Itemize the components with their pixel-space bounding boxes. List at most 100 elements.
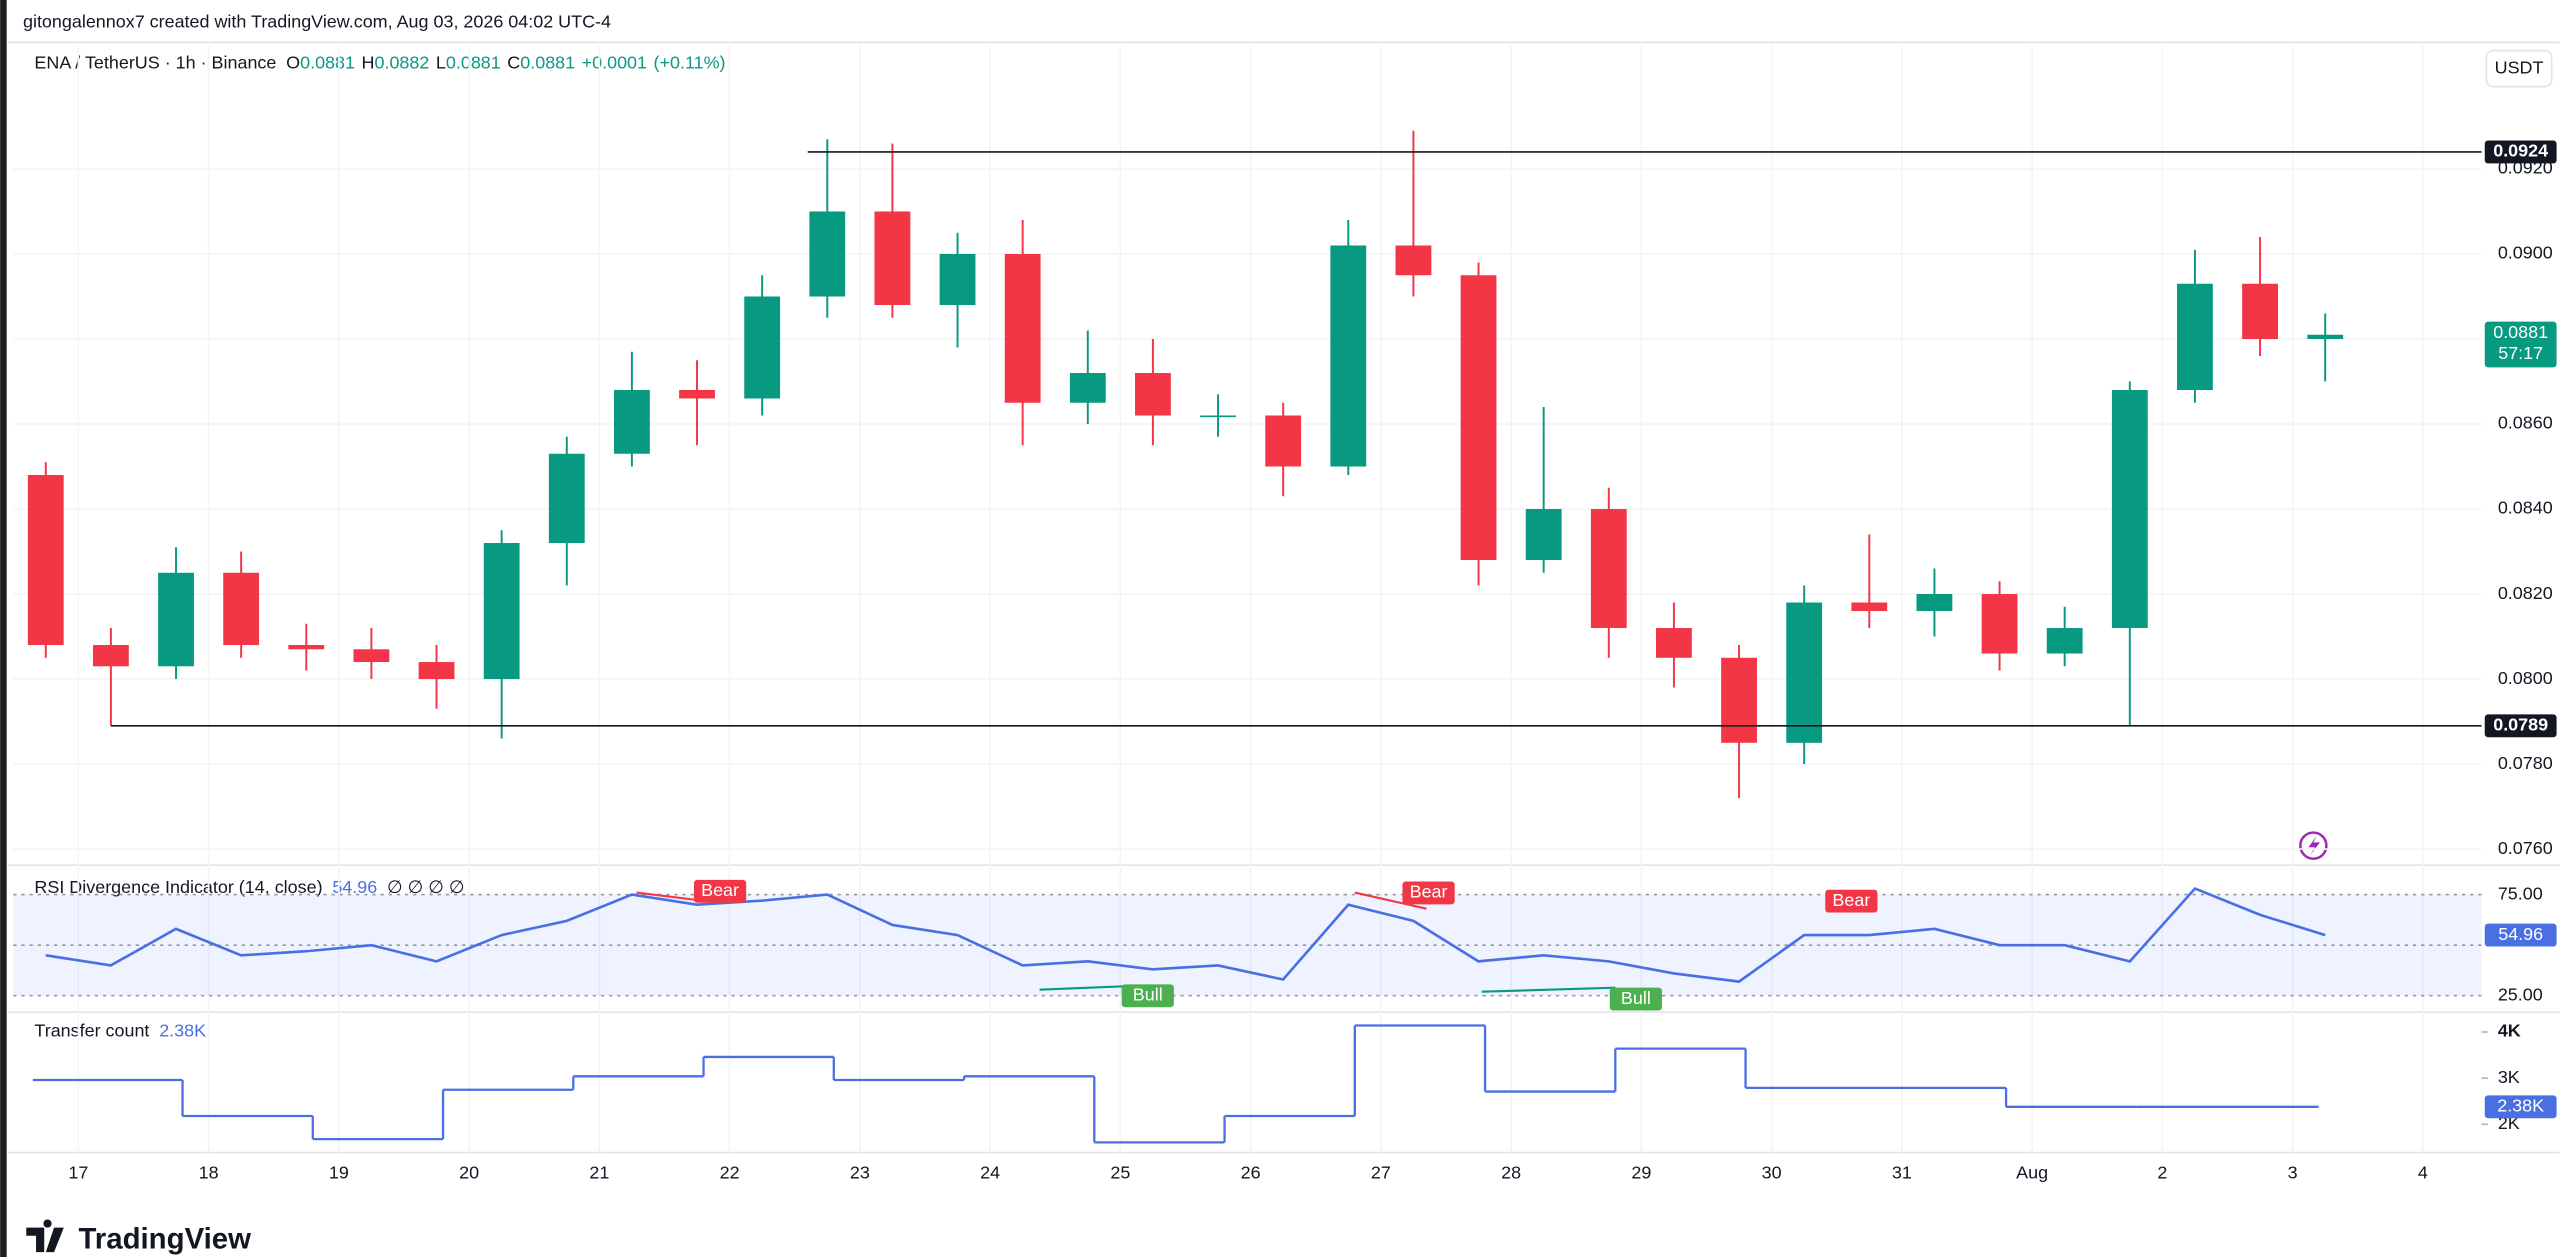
level-label: 0.0789 xyxy=(2493,715,2548,735)
brand-name: TradingView xyxy=(79,1222,252,1255)
brand-logo xyxy=(26,1219,64,1253)
last-price-box xyxy=(2484,321,2557,368)
candle-body xyxy=(1004,253,1041,403)
rsi-line xyxy=(45,886,2326,983)
candle-body xyxy=(158,572,194,667)
divergence-label-box xyxy=(693,879,747,903)
candle-body xyxy=(548,453,585,544)
last-price-label: 0.0881 xyxy=(2493,322,2548,342)
divergence-label: Bear xyxy=(1410,882,1448,902)
divergence-label: Bull xyxy=(1133,985,1163,1005)
candle-body xyxy=(1721,657,1757,743)
x-tick-label: 18 xyxy=(199,1162,219,1182)
candle-body xyxy=(2046,628,2083,654)
y-tick-label: 0.0820 xyxy=(2498,583,2553,603)
legend-value: 0.0882 xyxy=(375,52,430,72)
candle-body xyxy=(679,390,715,399)
brand: TradingView xyxy=(26,1219,251,1255)
legend-change: +0.0001 xyxy=(582,52,647,72)
candle-body xyxy=(92,645,129,667)
level-label-box xyxy=(2484,714,2557,738)
x-tick-label: 4 xyxy=(2418,1162,2428,1182)
x-tick-label: Aug xyxy=(2016,1162,2048,1182)
x-tick-label: 30 xyxy=(1762,1162,1782,1182)
currency[interactable]: USDT xyxy=(2495,57,2544,77)
candle-body xyxy=(418,662,455,680)
y-tick-label: 75.00 xyxy=(2498,883,2543,903)
x-tick-label: 31 xyxy=(1892,1162,1912,1182)
x-tick-label: 28 xyxy=(1501,1162,1521,1182)
divergence-label-box xyxy=(1609,987,1662,1011)
alert-bolt[interactable] xyxy=(2308,835,2320,856)
transfer-current: 2.38K xyxy=(159,1020,206,1040)
transfer-current-label: 2.38K xyxy=(2497,1096,2544,1116)
rsi-flags: ∅ ∅ ∅ ∅ xyxy=(387,877,464,897)
rsi-current-box xyxy=(2484,923,2557,947)
legend-letter: L xyxy=(436,52,446,72)
candle-body xyxy=(1200,415,1236,418)
y-tick-label: 0.0800 xyxy=(2498,668,2553,688)
legend-letter: C xyxy=(507,52,520,72)
x-tick-label: 24 xyxy=(980,1162,1000,1182)
divergence-line xyxy=(1481,986,1616,993)
y-tick-label: 0.0780 xyxy=(2498,753,2553,773)
rsi-current-label: 54.96 xyxy=(2498,924,2543,944)
x-tick-label: 2 xyxy=(2157,1162,2167,1182)
countdown: 57:17 xyxy=(2498,343,2543,363)
divergence-label: Bear xyxy=(701,880,739,900)
x-tick-label: 22 xyxy=(720,1162,740,1182)
alert-icon[interactable] xyxy=(2299,831,2328,860)
y-tick-label: 0.0860 xyxy=(2498,413,2553,433)
x-tick-label: 3 xyxy=(2288,1162,2298,1182)
candle-body xyxy=(353,649,390,663)
y-tick-label: 25.00 xyxy=(2498,984,2543,1004)
alert-circle[interactable] xyxy=(2299,831,2328,860)
divergence-label-box xyxy=(1402,881,1455,905)
candle-body xyxy=(2111,390,2148,629)
divergence-label-box xyxy=(1825,889,1878,913)
candle-body xyxy=(2307,334,2344,339)
candle-body xyxy=(1135,372,1171,416)
candle-body xyxy=(1069,372,1106,403)
candle-body xyxy=(27,475,64,646)
candle-body xyxy=(1656,628,1692,658)
divergence-label-box xyxy=(1121,984,1174,1008)
x-tick-label: 19 xyxy=(329,1162,349,1182)
candle-body xyxy=(483,543,520,680)
candle-body xyxy=(2177,283,2213,391)
x-tick-label: 21 xyxy=(589,1162,609,1182)
candle-body xyxy=(223,572,260,646)
y-tick-label: 3K xyxy=(2498,1067,2520,1087)
candle-body xyxy=(1460,275,1497,561)
candle-body xyxy=(744,296,781,399)
candle-body xyxy=(1525,509,1562,561)
x-tick-label: 17 xyxy=(68,1162,88,1182)
candle-body xyxy=(1916,594,1953,612)
left-border xyxy=(0,0,7,1257)
divergence-line xyxy=(636,891,703,902)
transfer-legend: Transfer count 2.38K xyxy=(34,1020,206,1040)
legend-letter: H xyxy=(362,52,375,72)
divergence-label: Bear xyxy=(1832,890,1870,910)
x-tick-label: 27 xyxy=(1371,1162,1391,1182)
y-tick-label: 0.0840 xyxy=(2498,498,2553,518)
candles xyxy=(27,130,2344,799)
level-label: 0.0924 xyxy=(2493,141,2548,161)
rsi-current: 54.96 xyxy=(332,877,377,897)
legend-value: 0.0881 xyxy=(300,52,355,72)
legend-value: 0.0881 xyxy=(520,52,575,72)
x-tick-label: 20 xyxy=(459,1162,479,1182)
candle-body xyxy=(613,390,650,454)
divergence-line xyxy=(1354,891,1427,910)
divergence-label: Bull xyxy=(1621,988,1651,1008)
candle-body xyxy=(1981,594,2018,654)
candle-body xyxy=(2242,283,2278,339)
candle-body xyxy=(1590,509,1627,629)
candle-body xyxy=(1851,602,1888,612)
currency-button[interactable] xyxy=(2485,49,2553,88)
price-legend: ENA / TetherUS · 1h · Binance O0.0881 H0.0… xyxy=(34,52,725,72)
rsi-title: RSI Divergence Indicator (14, close) xyxy=(34,877,322,897)
